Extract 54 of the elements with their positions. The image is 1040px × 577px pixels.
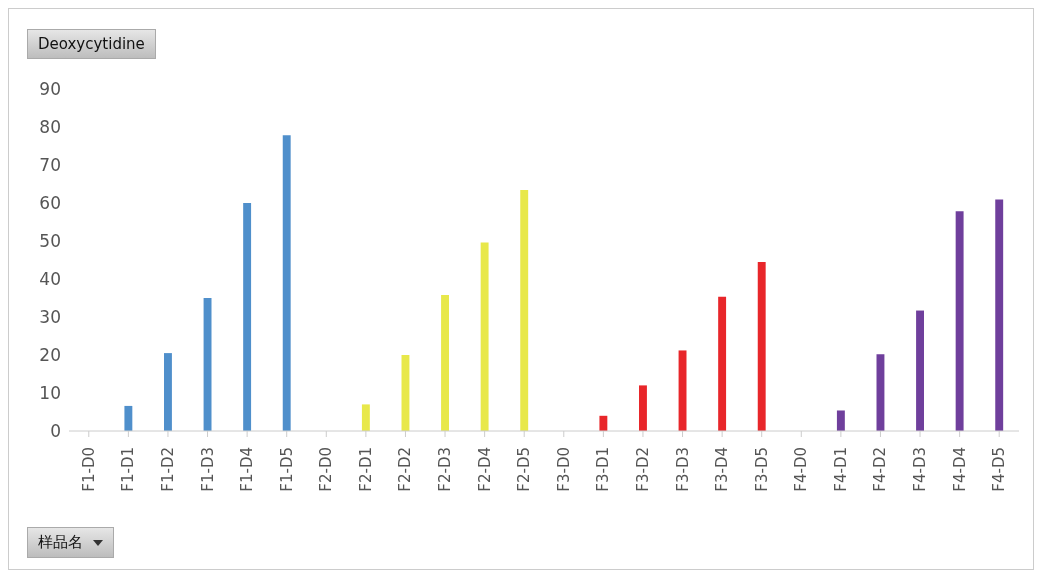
x-axis-title: 样品名 (38, 533, 83, 552)
x-tick-label: F3-D5 (752, 447, 771, 492)
y-tick-label: 10 (39, 383, 61, 404)
x-tick-label: F3-D0 (554, 447, 573, 492)
x-tick-label: F2-D4 (475, 447, 494, 492)
x-tick-label: F2-D1 (356, 447, 375, 492)
x-tick-label: F2-D3 (436, 447, 455, 492)
bar (124, 405, 133, 431)
x-tick-label: F1-D4 (238, 447, 257, 492)
x-tick-label: F3-D3 (673, 447, 692, 492)
x-tick-label: F4-D5 (990, 447, 1009, 492)
y-tick-label: 60 (39, 193, 61, 214)
x-tick-label: F1-D0 (79, 447, 98, 492)
bar (282, 135, 291, 431)
x-tick-label: F1-D5 (277, 447, 296, 492)
bar (599, 415, 608, 431)
bar (480, 242, 489, 431)
x-tick-label: F2-D5 (515, 447, 534, 492)
x-tick-label: F1-D2 (158, 447, 177, 492)
bar (164, 353, 172, 431)
y-tick-label: 0 (50, 421, 61, 442)
bar (520, 190, 529, 431)
y-tick-label: 70 (39, 155, 61, 176)
bar (678, 350, 687, 431)
bar (916, 310, 924, 431)
bar (757, 261, 766, 431)
bar (718, 296, 727, 431)
x-tick-label: F3-D4 (713, 447, 732, 492)
x-tick-label: F3-D1 (594, 447, 613, 492)
x-tick-label: F4-D1 (831, 447, 850, 492)
x-tick-label: F2-D0 (317, 447, 336, 492)
chart-title: Deoxycytidine (27, 29, 156, 59)
y-tick-label: 80 (39, 117, 61, 138)
y-tick-label: 90 (39, 79, 61, 100)
bar (441, 294, 449, 431)
x-tick-label: F3-D2 (633, 447, 652, 492)
bar (203, 298, 212, 431)
y-tick-label: 30 (39, 307, 61, 328)
x-tick-label: F1-D3 (198, 447, 217, 492)
bar (361, 404, 370, 431)
y-tick-label: 40 (39, 269, 61, 290)
bar (995, 199, 1004, 431)
y-tick-label: 50 (39, 231, 61, 252)
bar (639, 385, 647, 431)
x-tick-label: F4-D0 (792, 447, 811, 492)
bar (243, 203, 252, 431)
x-tick-label: F4-D4 (950, 447, 969, 492)
x-tick-label: F4-D3 (911, 447, 930, 492)
x-tick-label: F1-D1 (119, 447, 138, 492)
bar (955, 211, 964, 431)
x-tick-label: F2-D2 (396, 447, 415, 492)
y-tick-label: 20 (39, 345, 61, 366)
x-tick-label: F4-D2 (871, 447, 890, 492)
bar (836, 410, 845, 431)
